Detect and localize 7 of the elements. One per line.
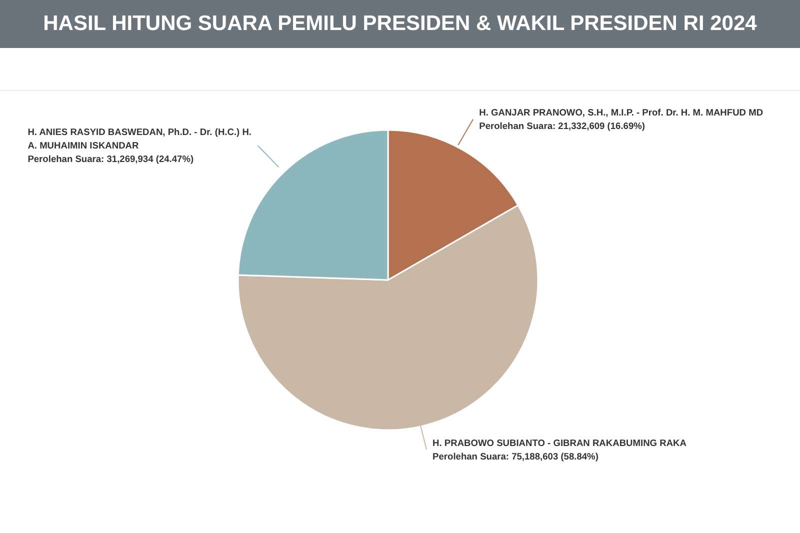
- chart-title: HASIL HITUNG SUARA PEMILU PRESIDEN & WAKIL PRESIDEN RI 2024: [43, 12, 757, 36]
- slice-label: H. GANJAR PRANOWO, S.H., M.I.P. - Prof. Dr. H. M. MAHFUD MD: [479, 107, 764, 118]
- slice-label: H. PRABOWO SUBIANTO - GIBRAN RAKABUMING RAKA: [432, 438, 687, 448]
- data-label: Perolehan Suara: 75,188,603 (58.84%): [432, 451, 598, 462]
- slice-label: H. ANIES RASYID BASWEDAN, Ph.D. - Dr. (H.C.) H. A. MUHAIMIN ISKANDAR: [28, 127, 252, 151]
- data-label: Perolehan Suara: 21,332,609 (16.69%): [479, 120, 646, 131]
- data-label: Perolehan Suara: 31,269,934 (24.47%): [28, 154, 194, 164]
